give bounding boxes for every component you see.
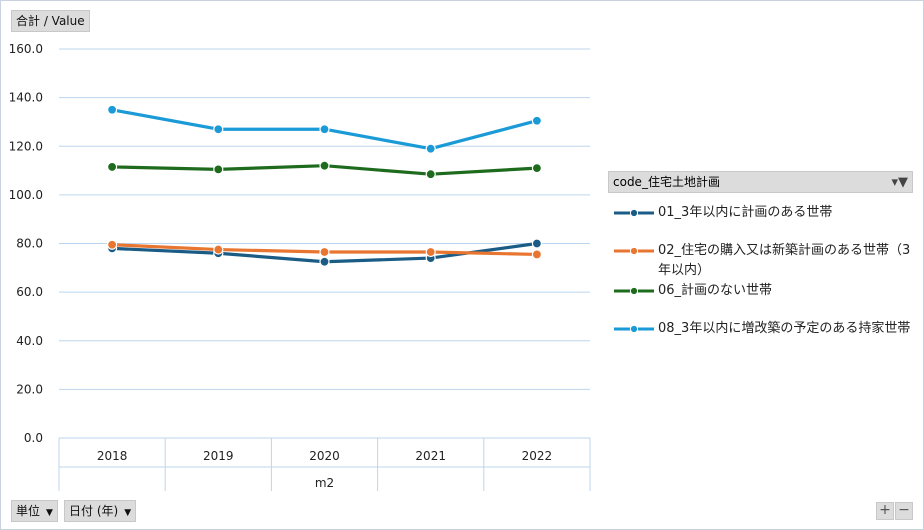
legend-label: 08_3年以内に増改築の予定のある持家世帯 xyxy=(658,321,911,336)
y-tick-label: 120.0 xyxy=(9,139,43,153)
y-tick-label: 0.0 xyxy=(24,431,43,445)
x-tick-label: 2019 xyxy=(203,449,234,463)
x-tick-label: 2018 xyxy=(97,449,128,463)
data-point[interactable] xyxy=(425,143,436,154)
y-tick-label: 100.0 xyxy=(9,188,43,202)
dropdown-arrow-icon: ▼ xyxy=(124,508,132,518)
dropdown-arrow-icon: ▼ xyxy=(46,508,53,518)
legend-marker-icon xyxy=(614,324,654,334)
data-point[interactable] xyxy=(213,244,224,255)
chart-series xyxy=(106,104,543,267)
date-filter-label: 日付 (年) xyxy=(69,504,119,518)
data-point[interactable] xyxy=(319,246,330,258)
legend-title: code_住宅土地計画 xyxy=(613,175,720,189)
y-tick-label: 60.0 xyxy=(16,285,43,299)
legend-label: 01_3年以内に計画のある世帯 xyxy=(658,205,833,220)
x-tick-label: 2022 xyxy=(522,449,553,463)
x-axis-label: m2 xyxy=(315,476,334,490)
legend-field-button[interactable]: code_住宅土地計画 ▾▼ xyxy=(608,171,913,193)
data-point[interactable] xyxy=(531,238,543,249)
legend-item[interactable]: 01_3年以内に計画のある世帯 xyxy=(608,203,913,223)
value-field-button[interactable]: 合計 / Value xyxy=(11,10,90,32)
x-tick-label: 2021 xyxy=(415,449,446,463)
unit-filter-label: 単位 xyxy=(16,504,41,518)
data-point[interactable] xyxy=(106,239,118,250)
data-point[interactable] xyxy=(319,256,330,267)
y-tick-label: 160.0 xyxy=(9,42,43,56)
data-point[interactable] xyxy=(213,164,224,175)
data-point[interactable] xyxy=(425,169,436,180)
data-point[interactable] xyxy=(213,124,224,135)
data-point[interactable] xyxy=(531,249,543,260)
data-point[interactable] xyxy=(106,104,118,115)
chart-grid xyxy=(59,48,590,439)
legend-label: 06_計画のない世帯 xyxy=(658,283,773,298)
x-axis: 2018 2019 2020 2021 2022 xyxy=(58,438,591,491)
data-point[interactable] xyxy=(319,160,330,171)
legend-item[interactable]: 06_計画のない世帯 xyxy=(608,281,913,301)
legend: code_住宅土地計画 ▾▼ 01_3年以内に計画のある世帯 02_住宅の購入又は… xyxy=(608,171,913,339)
y-tick-label: 140.0 xyxy=(9,91,43,105)
legend-item[interactable]: 08_3年以内に増改築の予定のある持家世帯 xyxy=(608,319,913,339)
unit-filter-button[interactable]: 単位 ▼ xyxy=(11,500,58,522)
filter-icon[interactable]: ▾▼ xyxy=(891,175,908,190)
x-tick-label: 2020 xyxy=(309,449,340,463)
date-filter-button[interactable]: 日付 (年) ▼ xyxy=(64,500,137,522)
data-point[interactable] xyxy=(106,161,118,173)
y-tick-label: 40.0 xyxy=(16,334,43,348)
data-point[interactable] xyxy=(425,246,436,258)
legend-label: 02_住宅の購入又は新築計画のある世帯（3年以内） xyxy=(658,243,911,278)
data-point[interactable] xyxy=(531,163,543,174)
data-point[interactable] xyxy=(319,124,330,135)
legend-marker-icon xyxy=(614,246,654,256)
legend-marker-icon xyxy=(614,286,654,296)
zoom-out-button[interactable]: − xyxy=(895,502,913,520)
y-axis: 0.0 20.0 40.0 60.0 80.0 100.0 120.0 140.0 160.0 xyxy=(9,42,43,445)
legend-item[interactable]: 02_住宅の購入又は新築計画のある世帯（3年以内） xyxy=(608,241,913,281)
legend-marker-icon xyxy=(614,208,654,218)
y-tick-label: 80.0 xyxy=(16,237,43,251)
data-point[interactable] xyxy=(531,115,543,126)
zoom-in-button[interactable]: + xyxy=(876,502,894,520)
y-tick-label: 20.0 xyxy=(16,382,43,396)
